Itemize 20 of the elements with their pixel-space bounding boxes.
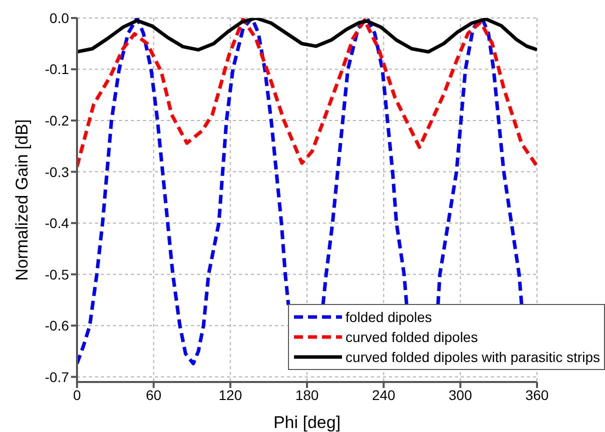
x-axis-title: Phi [deg] (273, 413, 341, 432)
legend-label: curved folded dipoles with parasitic strips (346, 349, 600, 365)
y-tick-label: -0.2 (44, 112, 70, 129)
y-tick-label: -0.1 (44, 61, 70, 78)
x-tick-label: 300 (448, 386, 472, 403)
x-tick-label: 120 (218, 386, 242, 403)
x-tick-label: 180 (295, 386, 319, 403)
y-tick-label: -0.5 (44, 266, 70, 282)
x-tick-label: 0 (73, 386, 82, 403)
y-axis-title: Normalized Gain [dB] (12, 119, 32, 281)
x-tick-label: 360 (525, 386, 549, 403)
y-tick-label: -0.6 (44, 318, 70, 334)
legend-label: folded dipoles (346, 309, 432, 325)
y-tick-label: -0.3 (44, 164, 70, 180)
legend-label: curved folded dipoles (346, 329, 478, 345)
y-tick-label: -0.7 (44, 368, 70, 385)
x-tick-label: 240 (372, 386, 396, 403)
y-tick-label: -0.4 (44, 215, 70, 232)
y-tick-label: 0.0 (50, 10, 70, 26)
x-tick-label: 60 (146, 386, 162, 403)
